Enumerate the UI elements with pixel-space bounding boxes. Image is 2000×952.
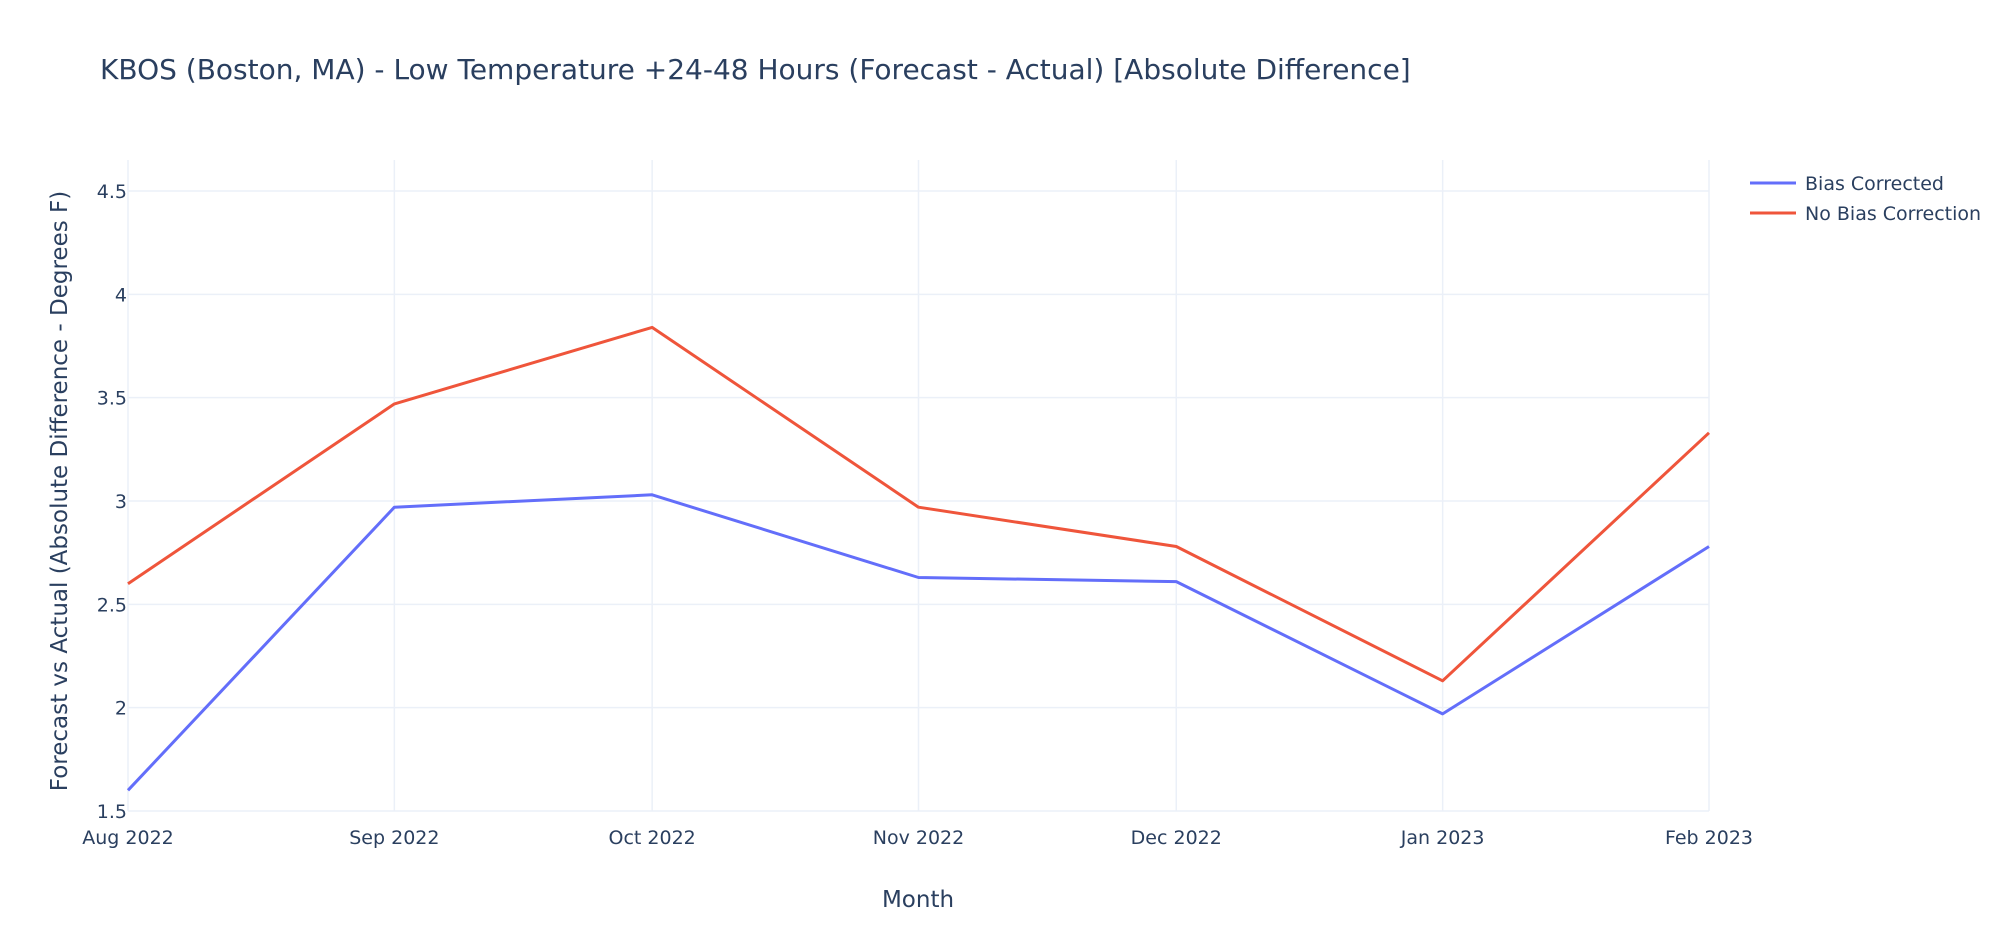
y-tick-label: 3.5: [97, 388, 127, 410]
y-tick-labels: 1.5 2 2.5 3 3.5 4 4.5: [97, 181, 127, 823]
x-tick-label: Dec 2022: [1131, 827, 1222, 849]
x-tick-label: Sep 2022: [349, 827, 439, 849]
x-tick-labels: Aug 2022 Sep 2022 Oct 2022 Nov 2022 Dec 2022…: [82, 827, 1753, 849]
x-gridlines: [127, 160, 1710, 811]
series-line-bias-corrected: [126, 493, 1710, 792]
y-gridlines: [128, 190, 1709, 812]
y-tick-label: 3: [115, 491, 127, 513]
x-tick-label: Aug 2022: [82, 827, 174, 849]
x-tick-label: Nov 2022: [873, 827, 964, 849]
y-tick-label: 2: [115, 698, 127, 720]
chart-title: KBOS (Boston, MA) - Low Temperature +24-…: [100, 53, 1411, 86]
series-line-no-bias-correction: [127, 325, 1711, 683]
legend-label: Bias Corrected: [1805, 173, 1944, 195]
x-tick-label: Feb 2023: [1665, 827, 1753, 849]
legend[interactable]: Bias Corrected No Bias Correction: [1750, 173, 1981, 225]
y-tick-label: 4.5: [97, 181, 127, 203]
y-tick-label: 4: [115, 284, 127, 306]
x-axis-title: Month: [882, 887, 954, 913]
y-tick-label: 2.5: [97, 594, 127, 616]
x-tick-label: Jan 2023: [1400, 827, 1485, 849]
legend-label: No Bias Correction: [1805, 203, 1981, 225]
y-tick-label: 1.5: [97, 801, 127, 823]
y-axis-title: Forecast vs Actual (Absolute Difference …: [47, 191, 73, 791]
legend-item[interactable]: Bias Corrected: [1750, 173, 1944, 195]
series-lines: [126, 325, 1711, 792]
legend-item[interactable]: No Bias Correction: [1750, 203, 1981, 225]
x-tick-label: Oct 2022: [609, 827, 696, 849]
